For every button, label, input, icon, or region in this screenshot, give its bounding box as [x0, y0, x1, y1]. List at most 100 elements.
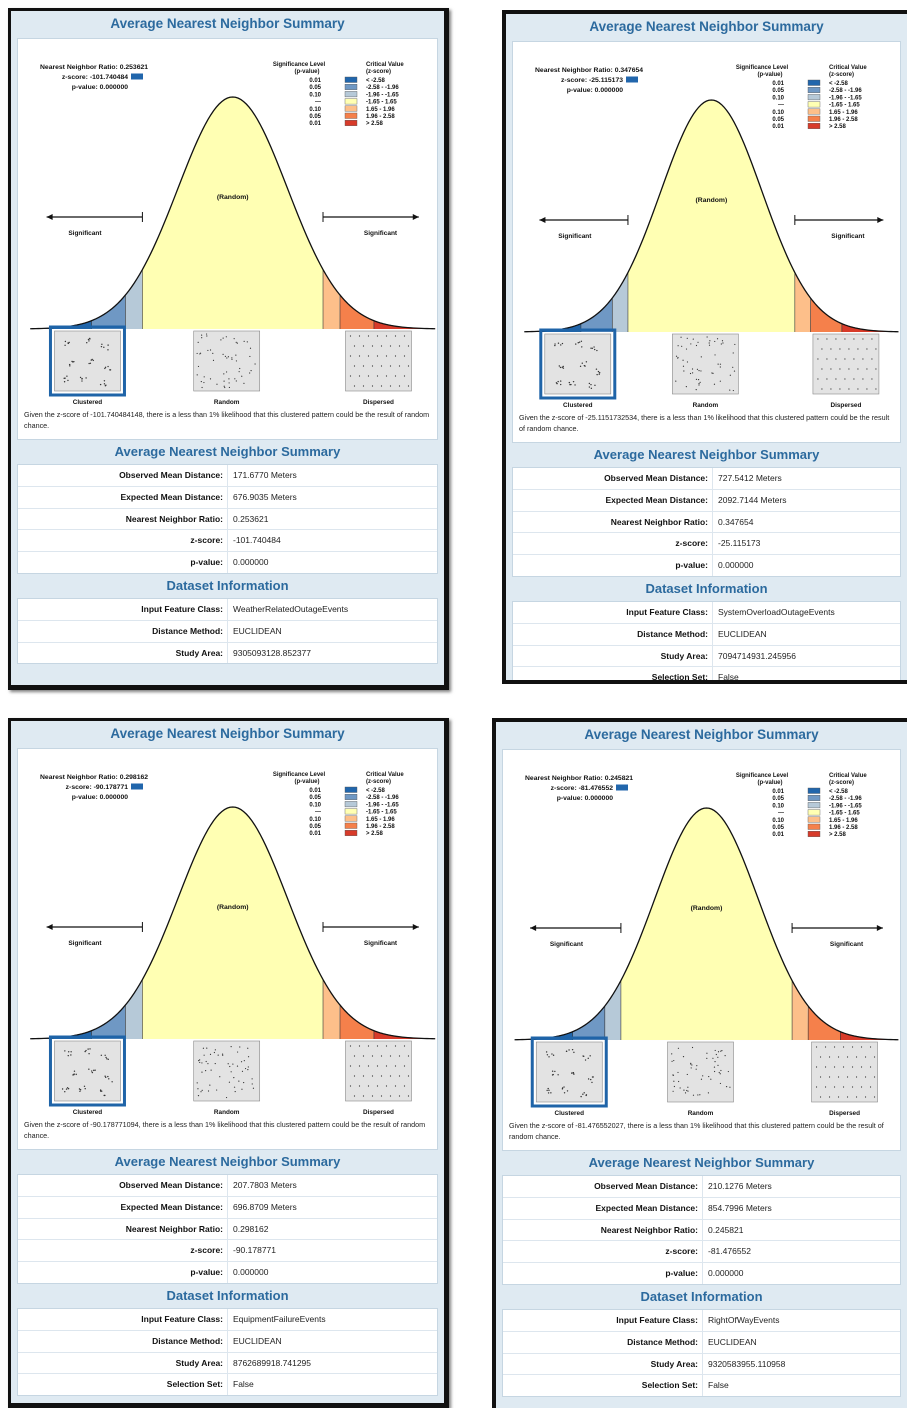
zscore-line: z-score: -90.178771 [66, 784, 129, 791]
legend-swatch [807, 115, 821, 122]
summary-label: Nearest Neighbor Ratio: [503, 1219, 703, 1241]
legend-pvalue: 0.10 [772, 803, 784, 809]
legend-swatch [807, 94, 821, 101]
legend-zrange: 1.96 - 2.58 [366, 824, 395, 830]
legend-zrange: 1.65 - 1.96 [829, 818, 858, 824]
dataset-value: SystemOverloadOutageEvents [718, 606, 835, 617]
legend-zrange: -2.58 - -1.96 [366, 795, 399, 801]
legend-zrange: < -2.58 [829, 81, 849, 87]
summary-label: Observed Mean Distance: [18, 1175, 228, 1196]
legend-pvalue: 0.05 [309, 824, 321, 830]
dataset-label: Study Area: [18, 642, 228, 664]
summary-row: Nearest Neighbor Ratio: 0.245821 [503, 1219, 900, 1242]
legend-sig-sub: (p-value) [294, 69, 319, 75]
legend-crit-header: Critical Value [366, 62, 404, 68]
legend-pvalue: 0.01 [309, 831, 321, 837]
legend-zrange: > 2.58 [829, 124, 847, 130]
significant-right-label: Significant [830, 941, 864, 948]
dataset-table: Input Feature Class: WeatherRelatedOutage… [17, 597, 438, 665]
result-message: Given the z-score of -81.476552027, ther… [509, 1121, 884, 1141]
region-random [620, 808, 793, 1040]
legend-pvalue: 0.10 [772, 110, 784, 116]
summary-value: 676.9035 Meters [233, 491, 297, 502]
summary-section-title: Average Nearest Neighbor Summary [114, 1154, 341, 1169]
legend-zrange: > 2.58 [366, 121, 384, 127]
normal-curve [30, 806, 436, 1040]
summary-label: Expected Mean Distance: [18, 1196, 228, 1218]
report-title: Average Nearest Neighbor Summary [110, 726, 345, 741]
legend-swatch [344, 808, 358, 815]
legend-zrange: 1.65 - 1.96 [366, 817, 395, 823]
dataset-table: Input Feature Class: SystemOverloadOutage… [512, 600, 901, 680]
report-title: Average Nearest Neighbor Summary [589, 19, 824, 34]
summary-row: Nearest Neighbor Ratio: 0.347654 [513, 511, 900, 534]
summary-label: Observed Mean Distance: [18, 465, 228, 486]
zscore-line: z-score: -25.115173 [561, 77, 623, 84]
region-random [142, 97, 324, 329]
legend-zrange: -1.96 - -1.65 [366, 92, 399, 98]
legend-zrange: < -2.58 [366, 78, 386, 84]
distribution-chart: Significant Significant (Random) Nearest Ne… [17, 748, 438, 1150]
ratio-line: Nearest Neighbor Ratio: 0.347654 [535, 67, 643, 74]
summary-value: 2092.7144 Meters [718, 494, 787, 505]
legend-swatch [344, 105, 358, 112]
zscore-line: z-score: -101.740484 [62, 74, 128, 81]
dataset-row: Selection Set: False [503, 1375, 900, 1397]
legend-zrange: -1.65 - 1.65 [366, 810, 397, 816]
legend-swatch [344, 794, 358, 800]
legend-pvalue: --- [315, 810, 321, 816]
pvalue-line: p-value: 0.000000 [72, 84, 129, 91]
legend-swatch [807, 787, 821, 794]
region-hot-90 [794, 272, 811, 332]
pattern-random-box [193, 330, 261, 392]
summary-label: Expected Mean Distance: [18, 486, 228, 508]
dataset-value: WeatherRelatedOutageEvents [233, 603, 349, 614]
dataset-value: EUCLIDEAN [708, 1336, 757, 1347]
legend-zrange: -2.58 - -1.96 [366, 85, 399, 91]
pattern-label: Dispersed [830, 402, 861, 409]
dataset-row: Study Area: 9320583955.110958 [503, 1353, 900, 1376]
summary-row: z-score: -101.740484 [18, 530, 437, 553]
pattern-label: Dispersed [363, 1109, 394, 1116]
summary-label: z-score: [18, 530, 228, 552]
region-hot-90 [792, 980, 809, 1040]
legend-swatch [807, 816, 821, 823]
normal-curve [30, 96, 436, 330]
dataset-value: EUCLIDEAN [233, 1335, 282, 1346]
legend-swatch [344, 112, 358, 119]
summary-value: 727.5412 Meters [718, 473, 782, 483]
legend-pvalue: 0.01 [772, 124, 784, 130]
summary-label: Nearest Neighbor Ratio: [18, 1218, 228, 1240]
ratio-line: Nearest Neighbor Ratio: 0.253621 [40, 64, 148, 71]
legend-swatch [344, 91, 358, 98]
pattern-clustered-box [48, 1035, 126, 1107]
summary-value: 171.6770 Meters [233, 470, 297, 480]
dataset-row: Selection Set: False [513, 667, 900, 680]
dataset-row: Input Feature Class: WeatherRelatedOutage… [18, 598, 437, 621]
legend-swatch [807, 79, 821, 86]
legend-crit-header: Critical Value [366, 772, 404, 778]
region-cold-90 [125, 270, 143, 329]
random-label: (Random) [217, 904, 249, 911]
region-cold-90 [604, 981, 621, 1040]
dataset-label: Study Area: [503, 1353, 703, 1375]
normal-curve [524, 99, 899, 333]
summary-row: Observed Mean Distance: 210.1276 Meters [503, 1176, 900, 1198]
legend-pvalue: 0.01 [309, 788, 321, 794]
legend-zrange: -1.65 - 1.65 [366, 100, 397, 106]
summary-row: Expected Mean Distance: 696.8709 Meters [18, 1196, 437, 1219]
legend-swatch [807, 87, 821, 93]
region-hot-90 [323, 269, 340, 329]
legend-zrange: -1.65 - 1.65 [829, 103, 860, 109]
legend-zrange: -2.58 - -1.96 [829, 88, 862, 94]
legend-zrange: > 2.58 [829, 832, 847, 838]
summary-table: Observed Mean Distance: 727.5412 Meters Ex… [512, 467, 901, 577]
pattern-dispersed-box [812, 333, 880, 395]
significant-left-label: Significant [68, 940, 102, 947]
summary-row: p-value: 0.000000 [18, 1262, 437, 1283]
summary-label: p-value: [513, 555, 713, 576]
summary-section-title: Average Nearest Neighbor Summary [593, 447, 820, 462]
legend-swatch [807, 823, 821, 830]
region-hot-99 [373, 1030, 436, 1039]
summary-row: Observed Mean Distance: 727.5412 Meters [513, 468, 900, 490]
